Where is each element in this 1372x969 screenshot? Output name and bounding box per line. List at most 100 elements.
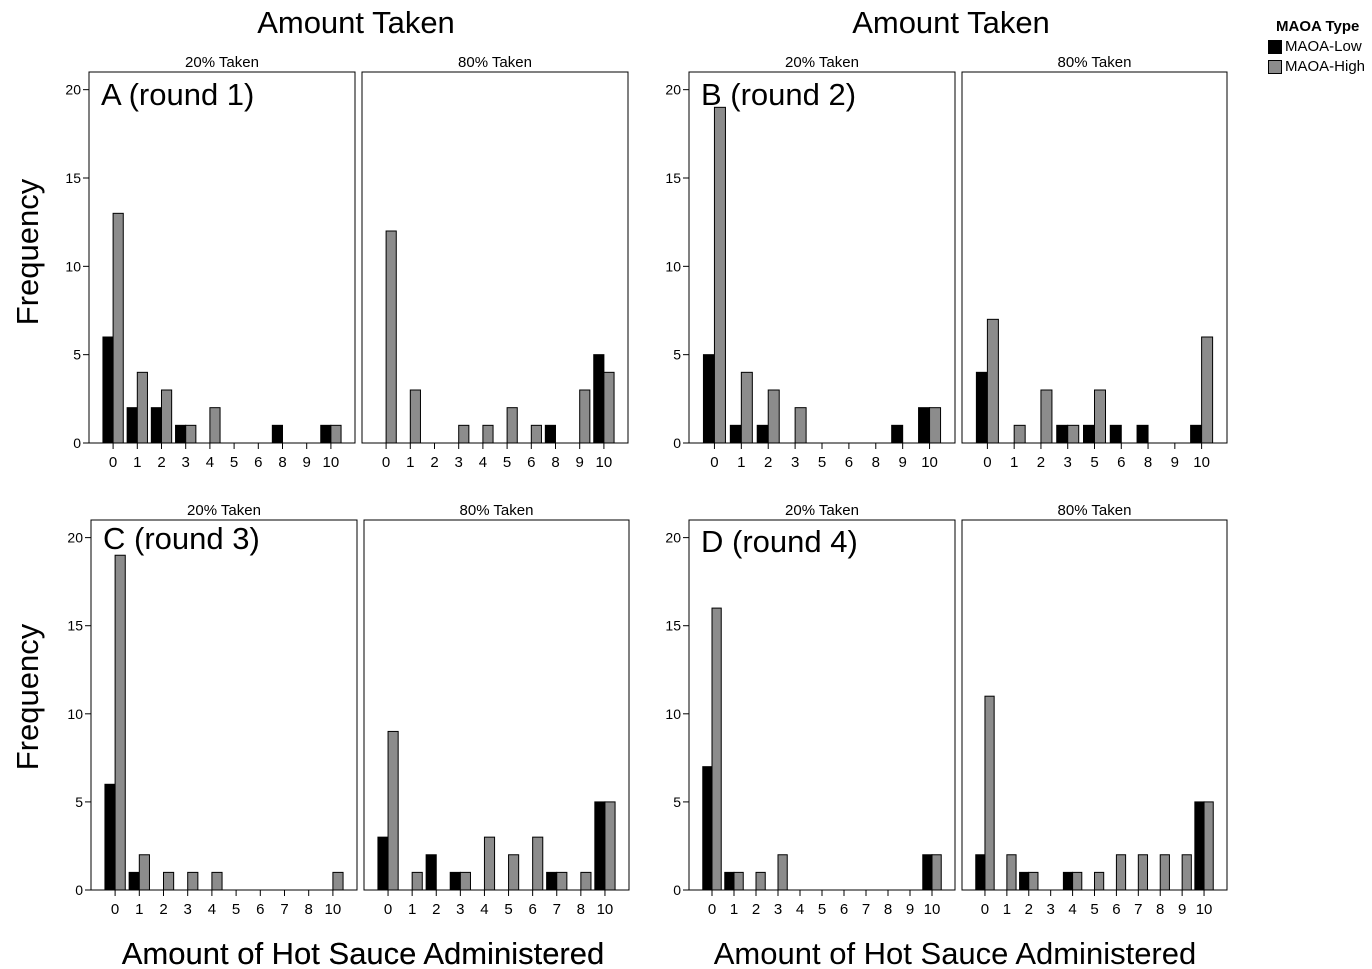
- y-tick-label: 5: [73, 347, 81, 363]
- bar-maoa-low: [975, 371, 988, 444]
- x-tick-label: 1: [406, 454, 414, 471]
- bar-maoa-low: [128, 871, 140, 891]
- x-tick-label: 3: [791, 454, 799, 471]
- x-tick-label: 0: [983, 454, 991, 471]
- bar-maoa-high: [556, 871, 568, 891]
- legend-label-high: MAOA-High: [1285, 58, 1366, 75]
- bar-maoa-high: [114, 554, 126, 891]
- facet-frame: [688, 519, 956, 891]
- x-tick-label: 4: [480, 901, 488, 918]
- bar-maoa-high: [385, 230, 397, 444]
- y-tick-label: 10: [65, 258, 81, 274]
- x-tick-label: 8: [872, 454, 880, 471]
- x-tick-label: 5: [818, 901, 826, 918]
- legend-title: MAOA Type: [1276, 18, 1360, 35]
- bar-maoa-high: [1028, 871, 1039, 891]
- x-tick-label: 5: [1090, 901, 1098, 918]
- x-tick-label: 1: [737, 454, 745, 471]
- bar-maoa-high: [530, 424, 542, 444]
- x-tick-label: 0: [708, 901, 716, 918]
- chart-title: Amount Taken: [852, 5, 1050, 40]
- bar-maoa-high: [986, 318, 999, 444]
- x-tick-label: 0: [710, 454, 718, 471]
- x-tick-label: 4: [796, 901, 804, 918]
- facet-frame: [88, 71, 356, 444]
- x-tick-label: 3: [1047, 901, 1055, 918]
- y-axis-label: Frequency: [10, 623, 45, 770]
- bar-maoa-low: [975, 854, 986, 891]
- x-tick-label: 6: [254, 454, 262, 471]
- x-tick-label: 10: [596, 454, 613, 471]
- y-tick-label: 15: [665, 170, 681, 186]
- bar-maoa-high: [1159, 854, 1170, 891]
- x-tick-label: 4: [208, 901, 216, 918]
- bar-maoa-high: [332, 871, 344, 891]
- y-tick-label: 20: [67, 530, 83, 546]
- bar-maoa-low: [1194, 801, 1205, 891]
- x-tick-label: 1: [408, 901, 416, 918]
- bar-maoa-high: [1115, 854, 1127, 891]
- y-tick-label: 10: [665, 258, 681, 274]
- x-tick-label: 7: [862, 901, 870, 918]
- x-tick-label: 2: [1025, 901, 1033, 918]
- bar-maoa-high: [532, 836, 544, 891]
- bar-maoa-high: [459, 871, 471, 891]
- x-tick-label: 9: [906, 901, 914, 918]
- facet-0: 20% Taken 0 1 2 3 4 5 6 7 8 9 10: [688, 502, 956, 918]
- x-tick-label: 0: [981, 901, 989, 918]
- bar-maoa-high: [931, 854, 942, 891]
- bar-maoa-high: [767, 389, 780, 444]
- facet-frame: [688, 71, 956, 444]
- facet-1: 80% Taken 0 1 2 3 5 6 8 9 10: [961, 54, 1228, 471]
- panel-label: D (round 4): [701, 524, 858, 559]
- y-tick-label: 10: [665, 706, 681, 722]
- bar-maoa-high: [711, 607, 722, 891]
- bar-maoa-low: [756, 424, 769, 444]
- bar-maoa-high: [482, 424, 494, 444]
- bar-maoa-high: [1006, 854, 1017, 891]
- bar-maoa-low: [1109, 424, 1122, 444]
- y-tick-label: 5: [75, 794, 83, 810]
- bar-maoa-high: [740, 371, 753, 444]
- bar-maoa-low: [724, 871, 735, 891]
- x-tick-label: 10: [921, 454, 938, 471]
- chart-panel-3: Amount of Hot Sauce Administered05101520…: [665, 502, 1228, 969]
- x-tick-label: 1: [135, 901, 143, 918]
- x-tick-label: 8: [884, 901, 892, 918]
- x-tick-label: 4: [479, 454, 487, 471]
- x-tick-label: 7: [1134, 901, 1142, 918]
- bar-maoa-high: [409, 389, 421, 444]
- bar-maoa-high: [1203, 801, 1214, 891]
- bar-maoa-low: [891, 424, 904, 444]
- bar-maoa-high: [1094, 389, 1106, 444]
- bar-maoa-high: [1067, 424, 1080, 444]
- bar-maoa-high: [1013, 424, 1026, 444]
- y-axis-label: Frequency: [10, 178, 45, 325]
- bar-maoa-low: [271, 424, 283, 444]
- x-tick-label: 5: [230, 454, 238, 471]
- panel-label: A (round 1): [101, 77, 254, 112]
- x-tick-label: 2: [1037, 454, 1045, 471]
- x-tick-label: 5: [818, 454, 826, 471]
- x-tick-label: 10: [1193, 454, 1210, 471]
- bar-maoa-high: [1094, 871, 1105, 891]
- x-tick-label: 3: [1064, 454, 1072, 471]
- x-tick-label: 9: [898, 454, 906, 471]
- x-tick-label: 10: [323, 454, 340, 471]
- bar-maoa-low: [1019, 871, 1030, 891]
- panel-label: B (round 2): [701, 77, 856, 112]
- bar-maoa-high: [508, 854, 520, 891]
- x-tick-label: 6: [1112, 901, 1120, 918]
- facet-1: 80% Taken 0 1 2 3 4 5 6 7 8 9 10: [961, 502, 1228, 918]
- bar-maoa-high: [794, 407, 807, 444]
- chart-panel-2: Frequency Amount of Hot Sauce Administere…: [10, 502, 630, 969]
- bar-maoa-high: [1072, 871, 1083, 891]
- bar-maoa-high: [187, 871, 199, 891]
- bar-maoa-low: [702, 766, 713, 891]
- facet-1: 80% Taken 0 1 2 3 4 5 6 7 8 10: [363, 502, 630, 918]
- bar-maoa-high: [185, 424, 197, 444]
- chart-title: Amount Taken: [257, 5, 455, 40]
- bar-maoa-high: [603, 371, 615, 444]
- bar-maoa-high: [984, 695, 995, 891]
- bar-maoa-high: [1040, 389, 1053, 444]
